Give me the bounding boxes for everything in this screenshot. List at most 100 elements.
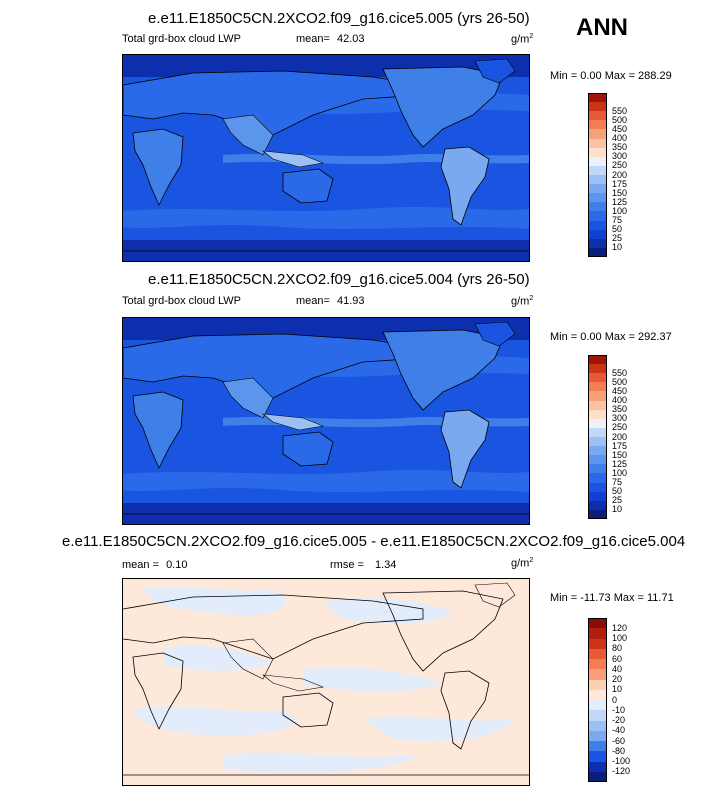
panel3-map [122, 578, 530, 786]
panel3-colorbar-swatch [588, 679, 607, 690]
panel1-colorbar-swatch [588, 120, 607, 130]
panel3-negative-patch-5 [133, 706, 296, 736]
panel1-colorbar: 10 25 50 75 100 125 150 175 200 250 300 350 400 450 50… [588, 93, 648, 257]
panel2-colorbar-swatch [588, 464, 607, 474]
panel1-mean-value: 42.03 [337, 33, 365, 45]
panel3-colorbar: -120 -100 -80 -60 -40 -20 -10 0 10 20 40 60 80 100 120 [588, 618, 648, 782]
panel2-title: e.e11.E1850C5CN.2XCO2.f09_g16.cice5.004 … [148, 271, 530, 288]
panel3-colorbar-swatch [588, 659, 607, 670]
panel3-colorbar-swatch [588, 720, 607, 731]
panel1-colorbar-tick-label: 200 [612, 169, 628, 180]
panel2-colorbar-swatch [588, 373, 607, 383]
panel2-colorbar-swatch [588, 409, 607, 419]
panel1-colorbar-swatch [588, 238, 607, 248]
panel3-maritime-continent [262, 674, 325, 692]
panel1-colorbar-tick-label: 400 [612, 133, 628, 144]
panel2-colorbar-tick-label: 500 [612, 376, 628, 387]
panel3-north-america [382, 590, 504, 672]
panel3-colorbar-swatch [588, 771, 607, 782]
panel1-colorbar-swatch [588, 229, 607, 239]
panel3-mean-label: mean = [122, 559, 159, 571]
panel1-colorbar-tick-label: 500 [612, 114, 628, 125]
panel3-colorbar-swatch [588, 689, 607, 700]
panel2-map-svg [123, 318, 529, 524]
panel1-colorbar-swatch [588, 193, 607, 203]
panel2-colorbar-tick-label: 50 [612, 486, 623, 497]
panel3-colorbar-tick-label: 80 [612, 643, 623, 654]
panel2-sh-storm-band [123, 470, 529, 492]
panel2-colorbar-tick-label: 100 [612, 467, 628, 478]
panel1-colorbar-swatch [588, 202, 607, 212]
panel2-colorbar-swatch [588, 364, 607, 374]
panel1-colorbar-swatch [588, 184, 607, 194]
panel3-colorbar-tick-label: 20 [612, 674, 623, 684]
panel3-greenland [474, 582, 516, 608]
panel2-colorbar-swatch [588, 427, 607, 437]
panel3-negative-patch-4 [303, 666, 443, 692]
panel2-units-sup: 2 [529, 295, 534, 302]
panel3-negative-patch-6 [363, 716, 513, 742]
panel1-colorbar-swatch [588, 247, 607, 257]
panel3-rmse-label: rmse = [330, 559, 364, 571]
panel1-colorbar-tick-label: 175 [612, 178, 628, 189]
panel3-africa [132, 652, 184, 730]
panel3-colorbar-tick-label: 120 [612, 622, 628, 633]
panel3-colorbar-tick-label: 40 [612, 663, 623, 674]
panel2-colorbar-swatch [588, 400, 607, 410]
panel3-map-svg [123, 579, 529, 785]
panel1-colorbar-tick-label: 350 [612, 142, 628, 153]
panel1-colorbar-swatch [588, 165, 607, 175]
panel2-colorbar-swatch [588, 473, 607, 483]
panel2-colorbar-swatch [588, 418, 607, 428]
panel1-south-america [440, 146, 490, 226]
panel3-colorbar-swatch [588, 648, 607, 659]
panel2-colorbar-swatch [588, 455, 607, 465]
panel3-colorbar-swatch [588, 730, 607, 741]
panel1-antarctic-band [123, 240, 529, 261]
panel3-colorbar-tick-label: 100 [612, 633, 628, 643]
panel2-colorbar-tick-label: 550 [612, 367, 628, 378]
panel2-colorbar-tick-label: 250 [612, 422, 628, 433]
panel1-units: g/m2 [511, 33, 533, 46]
panel3-colorbar-tick-label: -20 [612, 715, 626, 725]
panel3-negative-patch-3 [163, 645, 273, 671]
panel2-units: g/m2 [511, 295, 533, 308]
panel2-colorbar-tick-label: 400 [612, 395, 628, 406]
panel2-south-america [440, 409, 490, 489]
panel1-colorbar-swatch [588, 111, 607, 121]
panel3-colorbar-swatch [588, 700, 607, 711]
panel3-colorbar-swatch [588, 751, 607, 762]
panel1-map [122, 54, 530, 262]
panel3-rmse: rmse = 1.34 [330, 559, 396, 571]
panel3-negative-patch-7 [223, 753, 423, 773]
panel3-india-sea [222, 638, 274, 680]
panel2-greenland [474, 321, 516, 347]
panel3-colorbar-tick-label: -60 [612, 735, 626, 746]
panel2-colorbar-swatch [588, 446, 607, 456]
panel1-colorbar-swatch [588, 175, 607, 185]
panel2-mean-value: 41.93 [337, 295, 365, 307]
panel2-mean: mean= 41.93 [296, 295, 365, 307]
panel1-colorbar-tick-label: 150 [612, 187, 628, 198]
panel3-colorbar-tick-label: -40 [612, 725, 626, 736]
panel3-australia [282, 692, 334, 728]
panel3-colorbar-tick-label: 10 [612, 684, 623, 695]
panel3-negative-patch-1 [143, 587, 286, 616]
panel1-colorbar-swatch [588, 147, 607, 157]
panel3-colorbar-tick-label: 0 [612, 694, 618, 705]
panel1-colorbar-swatch [588, 93, 607, 103]
panel1-colorbar-tick-label: 550 [612, 105, 628, 116]
panel1-eurasia [123, 70, 424, 136]
panel2-colorbar-tick-label: 450 [612, 385, 628, 396]
panel2-maritime-continent [262, 413, 325, 431]
panel1-colorbar-swatch [588, 102, 607, 112]
panel2-colorbar-swatch [588, 491, 607, 501]
panel1-africa [132, 128, 184, 206]
panel3-colorbar-tick-label: -100 [612, 756, 631, 766]
panel3-colorbar-tick-label: -10 [612, 704, 626, 715]
panel1-india-sea [222, 114, 274, 156]
panel1-colorbar-swatch [588, 129, 607, 139]
panel3-negative-patch-2 [323, 598, 453, 624]
panel1-minmax: Min = 0.00 Max = 288.29 [550, 70, 672, 82]
panel2-colorbar-tick-label: 125 [612, 458, 628, 469]
